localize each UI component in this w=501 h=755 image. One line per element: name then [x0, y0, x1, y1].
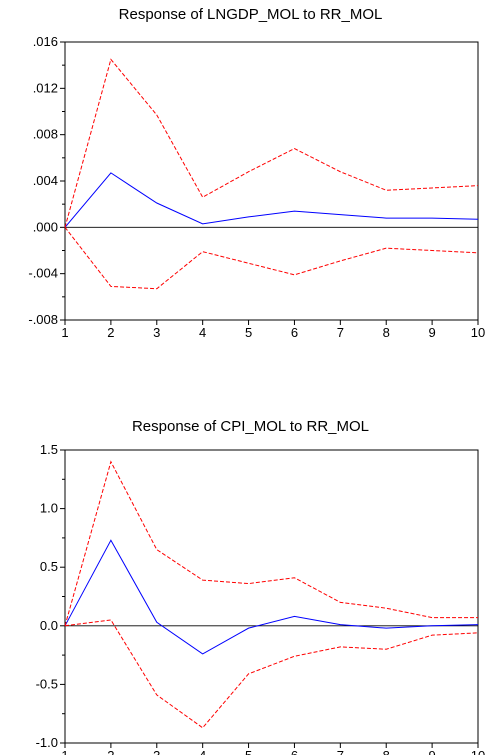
x-tick-label: 1 [61, 325, 68, 340]
plot-frame [64, 41, 479, 321]
x-tick-label: 7 [337, 748, 344, 755]
x-tick-label: 8 [383, 325, 390, 340]
x-tick-label: 9 [428, 748, 435, 755]
confidence-band-line [64, 460, 478, 626]
y-tick-label: .000 [33, 219, 58, 234]
y-tick-label: .008 [33, 127, 58, 142]
y-tick-label: .012 [33, 80, 58, 95]
confidence-band-line [64, 619, 479, 729]
y-tick-label: -0.5 [36, 676, 58, 691]
x-tick-label: 2 [107, 748, 114, 755]
y-tick-label: 1.5 [40, 442, 58, 457]
chart-cpi: 1.5 1.0 0.5 0.0 -0.5 -1.01 2 3 4 5 6 7 8 9 10 [36, 442, 486, 755]
plot-frame [64, 449, 479, 744]
confidence-band-line [64, 227, 479, 290]
x-tick-label: 2 [107, 325, 114, 340]
y-tick-label: .016 [33, 34, 58, 49]
response-line [64, 539, 479, 655]
x-tick-label: 5 [245, 325, 252, 340]
y-tick-label: .004 [33, 173, 58, 188]
y-tick-label: 0.5 [40, 559, 58, 574]
x-tick-label: 10 [471, 325, 485, 340]
x-tick-label: 9 [428, 325, 435, 340]
chart-panel-gdp: Response of LNGDP_MOL to RR_MOL .016 .012… [28, 6, 485, 340]
x-tick-label: 6 [291, 748, 298, 755]
x-tick-label: 7 [337, 325, 344, 340]
x-tick-label: 5 [245, 748, 252, 755]
x-tick-label: 3 [153, 325, 160, 340]
chart-title: Response of CPI_MOL to RR_MOL [131, 418, 370, 435]
x-tick-label: 8 [383, 748, 390, 755]
y-tick-label: -.004 [28, 266, 58, 281]
x-tick-label: 3 [153, 748, 160, 755]
y-tick-label: -.008 [28, 312, 58, 327]
x-tick-label: 6 [291, 325, 298, 340]
y-tick-label: -1.0 [36, 735, 58, 750]
y-tick-label: 0.0 [40, 618, 58, 633]
response-line [64, 172, 479, 228]
x-tick-label: 4 [199, 748, 206, 755]
x-tick-label: 1 [61, 748, 68, 755]
x-tick-label: 10 [471, 748, 485, 755]
x-tick-label: 4 [199, 325, 206, 340]
chart-panel-cpi: Response of CPI_MOL to RR_MOL 1.5 1.0 0.5 0… [0, 380, 501, 755]
confidence-band-line [64, 58, 479, 228]
chart-title: Response of LNGDP_MOL to RR_MOL [118, 6, 383, 23]
y-tick-label: 1.0 [40, 501, 58, 516]
